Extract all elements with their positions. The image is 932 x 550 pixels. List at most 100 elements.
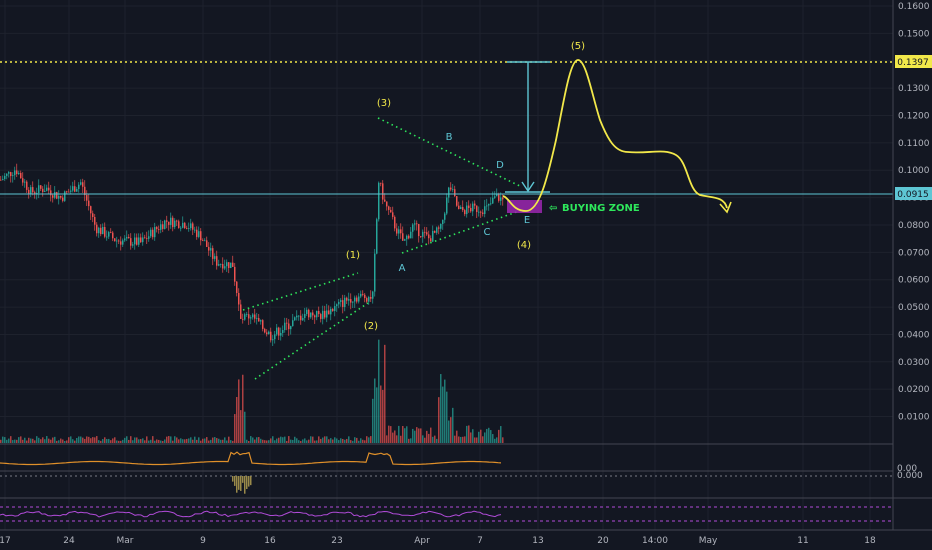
oscillator-bar	[248, 476, 250, 487]
projected-wave-path	[502, 59, 728, 212]
candle-body	[250, 317, 252, 319]
candle-body	[316, 310, 318, 318]
volume-bar	[58, 440, 60, 443]
volume-bar	[196, 439, 198, 443]
candle-body	[458, 205, 460, 209]
volume-bar	[238, 379, 240, 443]
volume-bar	[42, 437, 44, 443]
volume-bar	[302, 439, 304, 443]
volume-bar	[354, 437, 356, 443]
candle-body	[452, 189, 454, 190]
candle-body	[244, 314, 246, 320]
volume-bar	[296, 438, 298, 443]
volume-bar	[330, 438, 332, 443]
volume-bar	[82, 437, 84, 443]
volume-bar	[84, 438, 86, 443]
volume-bar	[254, 439, 256, 443]
candle-body	[290, 326, 292, 330]
candle-body	[240, 304, 242, 319]
volume-bar	[502, 437, 504, 443]
volume-bar	[432, 436, 434, 443]
candle-body	[466, 205, 468, 215]
volume-bar	[242, 374, 244, 443]
volume-bar	[36, 436, 38, 443]
candle-body	[448, 187, 450, 198]
candle-body	[92, 213, 94, 217]
volume-bar	[222, 439, 224, 443]
candle-body	[230, 262, 232, 269]
volume-bar	[156, 439, 158, 443]
volume-bar	[226, 440, 228, 443]
volume-bar	[292, 439, 294, 443]
candle-body	[360, 293, 362, 297]
volume-bar	[370, 436, 372, 443]
volume-bar	[76, 437, 78, 443]
candle-body	[88, 200, 90, 207]
candle-body	[128, 236, 130, 239]
volume-bar	[486, 428, 488, 443]
volume-bar	[198, 437, 200, 443]
wave-label-2: (2)	[364, 321, 378, 332]
volume-bar	[482, 436, 484, 443]
candle-body	[222, 264, 224, 269]
candle-body	[492, 197, 494, 204]
volume-bar	[268, 440, 270, 443]
candle-body	[220, 264, 222, 265]
volume-bar	[112, 438, 114, 443]
candle-body	[136, 237, 138, 245]
candle-body	[228, 262, 230, 269]
candle-body	[502, 197, 504, 200]
price-tick-label: 0.0700	[898, 248, 930, 258]
candle-body	[464, 210, 466, 215]
candle-body	[42, 188, 44, 192]
candle-body	[114, 238, 116, 242]
candle-body	[344, 297, 346, 307]
volume-bar	[260, 438, 262, 443]
price-tick-label: 0.1300	[898, 84, 930, 94]
time-tick-label: 18	[864, 536, 876, 546]
candle-body	[256, 318, 258, 319]
candle-body	[490, 203, 492, 205]
candle-body	[212, 248, 214, 259]
volume-bar	[326, 436, 328, 443]
candle-body	[32, 187, 34, 193]
candle-body	[394, 216, 396, 229]
candle-body	[72, 186, 74, 191]
volume-bar	[72, 439, 74, 443]
volume-bar	[138, 439, 140, 443]
volume-bar	[378, 339, 380, 443]
candle-body	[178, 221, 180, 228]
volume-bar	[312, 436, 314, 443]
volume-bar	[34, 440, 36, 443]
volume-bar	[204, 438, 206, 443]
volume-bar	[380, 385, 382, 443]
candle-body	[152, 229, 154, 238]
candle-body	[396, 228, 398, 234]
volume-bar	[280, 436, 282, 443]
volume-bar	[178, 439, 180, 443]
candle-body	[226, 262, 228, 267]
candle-body	[142, 237, 144, 243]
candle-body	[86, 195, 88, 201]
candle-body	[104, 226, 106, 237]
volume-bar	[328, 439, 330, 443]
candle-body	[428, 234, 430, 239]
candle-body	[444, 213, 446, 220]
candle-body	[416, 223, 418, 225]
volume-bar	[368, 437, 370, 443]
volume-bar	[308, 439, 310, 443]
volume-bar	[290, 439, 292, 443]
volume-bar	[440, 374, 442, 443]
pattern-label-e: E	[524, 215, 530, 226]
candle-body	[90, 206, 92, 214]
candle-body	[38, 185, 40, 193]
volume-bar	[246, 439, 248, 443]
volume-bar	[324, 436, 326, 443]
volume-bar	[322, 437, 324, 443]
candle-body	[52, 195, 54, 198]
volume-bar	[192, 439, 194, 443]
candlestick-series	[0, 163, 504, 346]
candle-body	[324, 310, 326, 318]
